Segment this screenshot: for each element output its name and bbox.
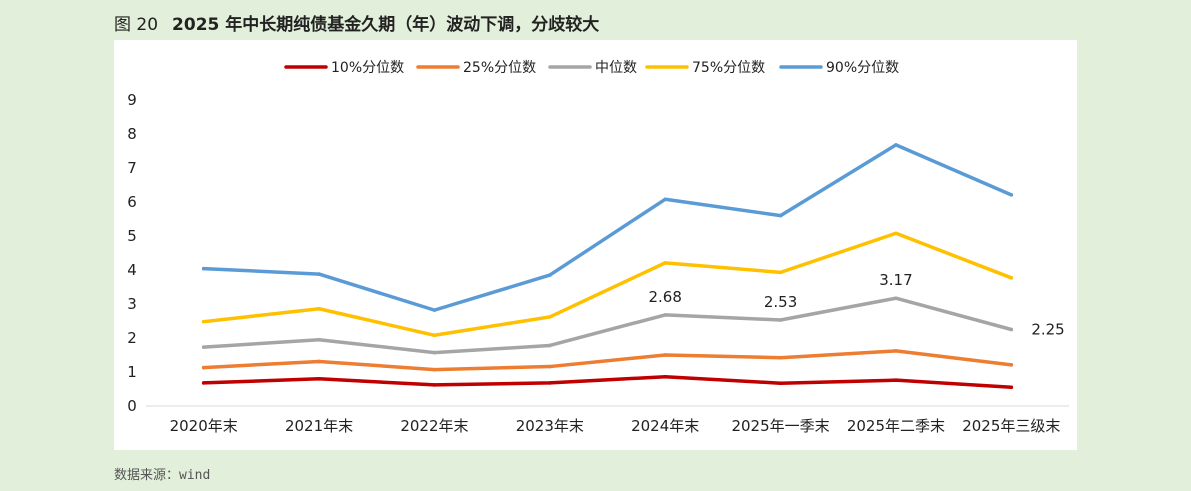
- data-label: 3.17: [879, 271, 912, 289]
- x-tick-label: 2022年末: [400, 417, 468, 435]
- data-point: [778, 318, 783, 322]
- x-tick-label: 2025年二季末: [847, 417, 945, 435]
- figure-number: 图 20: [114, 15, 159, 35]
- line-chart: 0 1 2 3 4 5 6 7 8 9 2020年末 2021年末 2022年末 2023年末 2024年末…: [127, 60, 1069, 435]
- data-point: [663, 374, 667, 379]
- x-tick-label: 2021年末: [285, 417, 353, 435]
- legend-label: 75%分位数: [692, 60, 765, 76]
- legend-label: 中位数: [595, 60, 637, 76]
- data-point: [317, 272, 321, 276]
- data-point: [432, 333, 437, 338]
- data-point: [894, 296, 898, 301]
- data-point: [317, 359, 321, 364]
- data-point: [1009, 385, 1014, 390]
- data-point: [201, 365, 206, 370]
- data-point: [1009, 327, 1014, 332]
- y-tick-label: 5: [127, 227, 137, 245]
- data-point: [778, 270, 783, 275]
- legend-label: 90%分位数: [826, 60, 899, 76]
- data-point: [663, 313, 667, 317]
- y-tick-label: 7: [127, 159, 137, 177]
- data-point: [548, 381, 552, 385]
- data-point: [1009, 193, 1014, 197]
- data-point: [1009, 363, 1014, 367]
- data-point: [663, 197, 667, 202]
- x-tick-label: 2024年末: [631, 417, 699, 435]
- data-point: [432, 367, 437, 372]
- y-tick-label: 8: [127, 125, 137, 143]
- y-tick-label: 1: [127, 363, 137, 381]
- data-point: [548, 343, 552, 348]
- source-note: 数据来源：wind: [114, 468, 211, 483]
- legend-label: 10%分位数: [331, 60, 404, 76]
- y-tick-label: 6: [127, 193, 137, 211]
- data-point: [894, 349, 898, 353]
- data-point: [778, 213, 783, 218]
- data-point: [1009, 276, 1014, 280]
- y-tick-label: 3: [127, 295, 137, 313]
- series-line: [201, 296, 1014, 355]
- y-tick-label: 2: [127, 329, 137, 347]
- data-label: 2.53: [764, 293, 797, 311]
- data-point: [663, 353, 667, 357]
- figure-title: 2025 年中长期纯债基金久期（年）波动下调，分歧较大: [172, 15, 600, 35]
- data-point: [548, 364, 552, 369]
- y-tick-label: 9: [127, 91, 137, 109]
- chart-title: 图 20 2025 年中长期纯债基金久期（年）波动下调，分歧较大: [114, 10, 599, 35]
- series-line: [201, 375, 1014, 390]
- data-point: [894, 231, 898, 236]
- data-label: 2.68: [648, 288, 681, 306]
- chart-panel: 0 1 2 3 4 5 6 7 8 9 2020年末 2021年末 2022年末 2023年末 2024年末…: [114, 40, 1077, 450]
- data-point: [201, 266, 206, 271]
- y-tick-label: 4: [127, 261, 137, 279]
- y-tick-label: 0: [127, 397, 137, 415]
- data-point: [432, 350, 437, 355]
- x-tick-label: 2023年末: [516, 417, 584, 435]
- data-label: 2.25: [1031, 321, 1064, 339]
- x-tick-label: 2025年三级末: [962, 417, 1060, 435]
- data-point: [201, 345, 206, 349]
- x-tick-label: 2025年一季末: [731, 417, 829, 435]
- data-point: [317, 306, 321, 311]
- data-point: [432, 308, 437, 312]
- data-point: [894, 378, 898, 382]
- data-point: [778, 381, 783, 386]
- data-point: [548, 273, 552, 277]
- x-tick-label: 2020年末: [170, 417, 238, 435]
- data-point: [317, 337, 321, 342]
- legend-label: 25%分位数: [463, 60, 536, 76]
- series-line: [201, 231, 1014, 338]
- data-point: [317, 377, 321, 381]
- data-point: [201, 381, 206, 385]
- data-point: [548, 315, 552, 319]
- data-point: [778, 355, 783, 360]
- data-point: [663, 261, 667, 265]
- series-line: [201, 143, 1014, 312]
- data-point: [432, 383, 437, 387]
- data-point: [894, 143, 898, 147]
- data-point: [201, 319, 206, 324]
- series-line: [201, 349, 1014, 372]
